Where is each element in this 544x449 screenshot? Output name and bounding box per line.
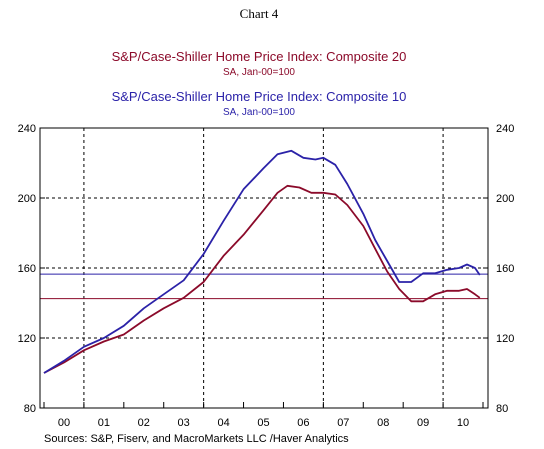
x-tick-label: 05 [257,417,269,429]
y-tick-label-left: 120 [18,333,36,345]
x-tick-label: 09 [417,417,429,429]
x-axis-ticks: 00 01 02 03 04 05 06 07 08 09 10 [43,402,484,429]
series-line-composite-10 [43,149,481,374]
x-tick-label: 00 [58,417,70,429]
x-tick-label: 10 [457,417,469,429]
y-tick-label-left: 80 [24,403,36,415]
x-tick-label: 01 [98,417,110,429]
subtitle-composite-20: SA, Jan-00=100 [223,67,295,78]
series-layer [43,149,481,374]
grid-layer [40,128,488,408]
x-tick-label: 04 [217,417,229,429]
subtitle-composite-10: SA, Jan-00=100 [223,107,295,118]
x-tick-label: 07 [337,417,349,429]
x-tick-label: 02 [138,417,150,429]
y-tick-label-right: 200 [496,193,514,205]
title-composite-10: S&P/Case-Shiller Home Price Index: Compo… [112,89,407,104]
chart-number-label: Chart 4 [240,6,279,21]
y-tick-label-right: 240 [496,123,514,135]
x-tick-label: 03 [178,417,190,429]
y-tick-label-left: 240 [18,123,36,135]
y-tick-label-left: 200 [18,193,36,205]
x-tick-label: 06 [297,417,309,429]
y-tick-label-right: 160 [496,263,514,275]
reference-lines-layer [40,273,488,300]
y-tick-label-left: 160 [18,263,36,275]
y-axis-ticks: 80 80 120 120 160 160 200 200 240 240 [18,123,515,415]
x-tick-label: 08 [377,417,389,429]
y-tick-label-right: 80 [496,403,508,415]
source-note: Sources: S&P, Fiserv, and MacroMarkets L… [44,433,349,445]
series-line-composite-20 [43,184,481,374]
title-composite-20: S&P/Case-Shiller Home Price Index: Compo… [112,49,407,64]
y-tick-label-right: 120 [496,333,514,345]
